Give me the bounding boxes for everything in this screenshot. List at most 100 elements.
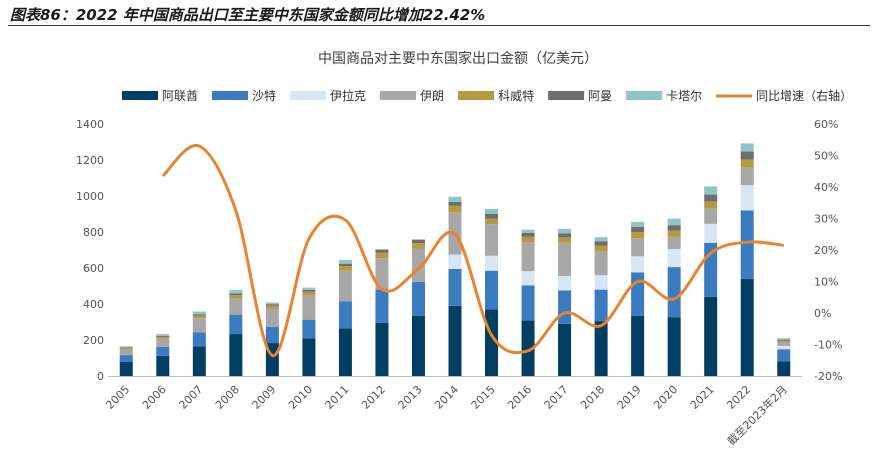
bar-segment: [594, 275, 608, 290]
right-tick-label: 30%: [814, 213, 838, 226]
legend-swatch: [212, 91, 249, 100]
bar-segment: [667, 225, 681, 231]
bar-segment: [740, 167, 754, 186]
bar-segment: [156, 334, 170, 336]
bar-segment: [667, 267, 681, 318]
bar-segment: [740, 278, 754, 376]
bar-segment: [411, 315, 425, 376]
bar-segment: [667, 249, 681, 268]
bar-segment: [338, 301, 352, 329]
bar-segment: [631, 221, 645, 227]
x-tick-label: 2016: [505, 383, 534, 412]
bar-segment: [704, 186, 718, 195]
chart-legend: 阿联酋 沙特 伊拉克 伊朗 科威特 阿曼 卡塔尔 同比增速（右轴）: [122, 88, 852, 103]
x-tick-label: 2010: [286, 383, 315, 412]
bar-segment: [338, 328, 352, 376]
bar-segment: [119, 355, 133, 362]
bar-segment: [375, 289, 389, 323]
bar-segment: [631, 315, 645, 376]
bar-segment: [302, 295, 316, 320]
legend-label: 卡塔尔: [666, 88, 702, 103]
bar-segment: [192, 332, 206, 347]
growth-rate-line: [161, 143, 784, 358]
legend-label: 伊朗: [420, 89, 444, 103]
left-tick-label: 800: [83, 226, 104, 239]
caption-rule: [8, 25, 870, 26]
bar-segment: [375, 322, 389, 376]
bar-segment: [302, 289, 316, 292]
bar-segment: [558, 242, 572, 277]
bar-segment: [777, 349, 791, 362]
bar-segment: [521, 271, 535, 286]
bar-segment: [777, 341, 791, 346]
bar-segment: [338, 259, 352, 264]
bar-segment: [229, 293, 243, 296]
bar-segment: [229, 298, 243, 315]
bar-segment: [558, 228, 572, 234]
bar-segment: [375, 252, 389, 259]
bar-segment: [375, 258, 389, 290]
legend-swatch: [290, 91, 327, 100]
bar-segment: [156, 335, 170, 337]
x-tick-label: 2006: [140, 383, 169, 412]
bar-segment: [558, 290, 572, 324]
bar-segment: [485, 208, 499, 214]
bar-segment: [631, 238, 645, 257]
bar-segment: [119, 346, 133, 348]
bar-segment: [156, 346, 170, 356]
bar-segment: [448, 205, 462, 213]
bar-segment: [302, 291, 316, 296]
x-tick-label: 2008: [213, 383, 242, 412]
legend-label: 同比增速（右轴）: [756, 88, 852, 103]
x-tick-label: 2009: [249, 383, 278, 412]
bar-segment: [265, 326, 279, 344]
bar-segment: [229, 314, 243, 335]
legend-label: 阿联酋: [162, 88, 198, 103]
bar-segment: [704, 208, 718, 224]
bar-segment: [667, 317, 681, 376]
bar-segment: [485, 270, 499, 310]
bar-segment: [558, 237, 572, 243]
right-tick-label: 0%: [814, 307, 831, 320]
legend-swatch: [626, 91, 663, 100]
legend-swatch: [548, 91, 585, 100]
bar-segment: [229, 295, 243, 299]
bar-segment: [704, 296, 718, 376]
bar-segment: [338, 266, 352, 271]
bar-segment: [704, 201, 718, 209]
right-tick-label: 40%: [814, 181, 838, 194]
left-tick-label: 200: [83, 334, 104, 347]
bar-segment: [411, 243, 425, 249]
bar-segment: [156, 355, 170, 376]
x-tick-label: 2021: [688, 383, 717, 412]
bar-segment: [740, 151, 754, 160]
bar-segment: [448, 305, 462, 376]
x-tick-label: 2018: [578, 383, 607, 412]
bar-stacks: [119, 143, 791, 376]
left-tick-label: 1000: [76, 190, 104, 203]
bar-segment: [485, 214, 499, 219]
bar-segment: [594, 250, 608, 276]
bar-segment: [594, 241, 608, 246]
bar-segment: [156, 336, 170, 339]
bar-segment: [740, 159, 754, 168]
left-tick-label: 400: [83, 298, 104, 311]
right-axis: -20% -10% 0% 10% 20% 30% 40% 50% 60%: [814, 118, 842, 383]
bar-segment: [119, 349, 133, 356]
bar-segment: [485, 255, 499, 271]
bar-segment: [192, 315, 206, 319]
legend-swatch: [380, 91, 417, 100]
bar-segment: [265, 305, 279, 309]
bar-segment: [777, 338, 791, 340]
left-tick-label: 1400: [76, 118, 104, 131]
bar-segment: [631, 226, 645, 232]
bar-segment: [302, 287, 316, 290]
bar-segment: [119, 347, 133, 349]
right-tick-label: 50%: [814, 150, 838, 163]
bar-segment: [521, 229, 535, 233]
x-tick-label: 2020: [651, 383, 680, 412]
bar-segment: [704, 223, 718, 243]
legend-label: 伊拉克: [330, 88, 366, 103]
legend-label: 科威特: [498, 88, 534, 103]
bar-segment: [302, 319, 316, 339]
